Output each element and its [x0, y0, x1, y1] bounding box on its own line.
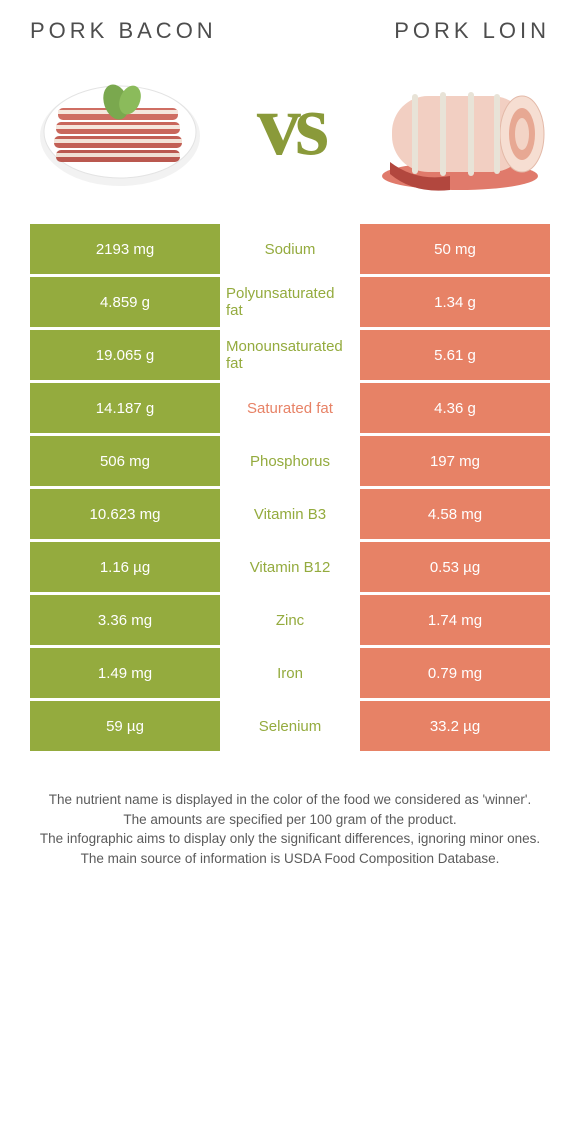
table-row: 59 µgSelenium33.2 µg [30, 701, 550, 751]
nutrient-label: Phosphorus [226, 436, 354, 486]
table-row: 4.859 gPolyunsaturated fat1.34 g [30, 277, 550, 327]
table-row: 1.16 µgVitamin B120.53 µg [30, 542, 550, 592]
left-value: 506 mg [30, 436, 220, 486]
right-value: 4.36 g [360, 383, 550, 433]
left-value: 10.623 mg [30, 489, 220, 539]
table-row: 506 mgPhosphorus197 mg [30, 436, 550, 486]
left-value: 1.16 µg [30, 542, 220, 592]
table-row: 3.36 mgZinc1.74 mg [30, 595, 550, 645]
right-value: 1.34 g [360, 277, 550, 327]
footnote-line: The infographic aims to display only the… [30, 829, 550, 849]
left-value: 14.187 g [30, 383, 220, 433]
right-value: 0.79 mg [360, 648, 550, 698]
left-value: 59 µg [30, 701, 220, 751]
nutrient-label: Iron [226, 648, 354, 698]
left-value: 3.36 mg [30, 595, 220, 645]
footnote-line: The amounts are specified per 100 gram o… [30, 810, 550, 830]
right-value: 0.53 µg [360, 542, 550, 592]
left-value: 19.065 g [30, 330, 220, 380]
right-value: 1.74 mg [360, 595, 550, 645]
right-value: 4.58 mg [360, 489, 550, 539]
nutrient-label: Saturated fat [226, 383, 354, 433]
nutrient-label: Monounsaturated fat [226, 330, 354, 380]
right-value: 197 mg [360, 436, 550, 486]
images-row: vs [30, 50, 550, 200]
left-value: 4.859 g [30, 277, 220, 327]
nutrient-label: Vitamin B12 [226, 542, 354, 592]
footnote-line: The nutrient name is displayed in the co… [30, 790, 550, 810]
nutrient-label: Polyunsaturated fat [226, 277, 354, 327]
right-value: 50 mg [360, 224, 550, 274]
nutrient-label: Sodium [226, 224, 354, 274]
nutrient-label: Selenium [226, 701, 354, 751]
right-food-image [370, 50, 550, 200]
table-row: 1.49 mgIron0.79 mg [30, 648, 550, 698]
nutrient-table: 2193 mgSodium50 mg4.859 gPolyunsaturated… [30, 224, 550, 751]
left-value: 1.49 mg [30, 648, 220, 698]
title-row: Pork bacon Pork loin [30, 18, 550, 44]
nutrient-label: Vitamin B3 [226, 489, 354, 539]
table-row: 14.187 gSaturated fat4.36 g [30, 383, 550, 433]
footnote-line: The main source of information is USDA F… [30, 849, 550, 869]
nutrient-label: Zinc [226, 595, 354, 645]
left-food-title: Pork bacon [30, 18, 217, 44]
table-row: 10.623 mgVitamin B34.58 mg [30, 489, 550, 539]
footnotes: The nutrient name is displayed in the co… [30, 790, 550, 868]
table-row: 2193 mgSodium50 mg [30, 224, 550, 274]
left-value: 2193 mg [30, 224, 220, 274]
right-value: 5.61 g [360, 330, 550, 380]
left-food-image [30, 50, 210, 200]
right-value: 33.2 µg [360, 701, 550, 751]
right-food-title: Pork loin [394, 18, 550, 44]
table-row: 19.065 gMonounsaturated fat5.61 g [30, 330, 550, 380]
vs-label: vs [257, 75, 323, 176]
